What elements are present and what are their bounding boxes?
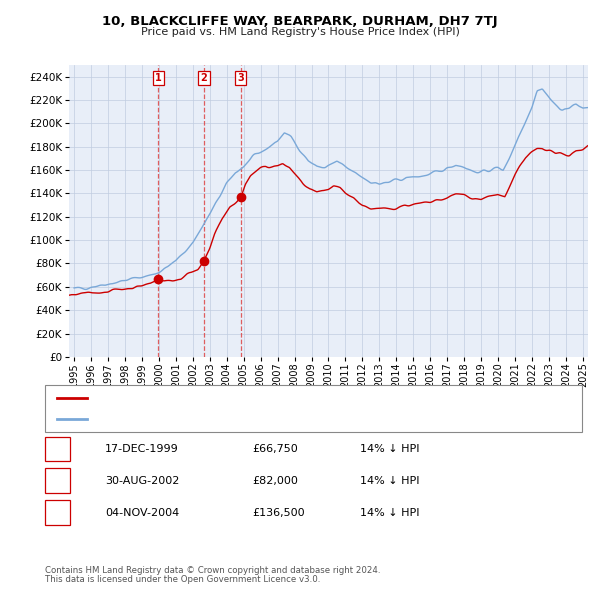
Text: 04-NOV-2004: 04-NOV-2004 [105,508,179,517]
Text: 30-AUG-2002: 30-AUG-2002 [105,476,179,486]
Text: 14% ↓ HPI: 14% ↓ HPI [360,444,419,454]
Text: 14% ↓ HPI: 14% ↓ HPI [360,476,419,486]
Text: Contains HM Land Registry data © Crown copyright and database right 2024.: Contains HM Land Registry data © Crown c… [45,566,380,575]
Text: 2: 2 [53,474,62,487]
Text: 10, BLACKCLIFFE WAY, BEARPARK, DURHAM, DH7 7TJ: 10, BLACKCLIFFE WAY, BEARPARK, DURHAM, D… [102,15,498,28]
Text: 3: 3 [53,506,62,519]
Text: This data is licensed under the Open Government Licence v3.0.: This data is licensed under the Open Gov… [45,575,320,584]
Text: £136,500: £136,500 [252,508,305,517]
Text: £66,750: £66,750 [252,444,298,454]
Text: £82,000: £82,000 [252,476,298,486]
Text: 1: 1 [155,73,161,83]
Text: 17-DEC-1999: 17-DEC-1999 [105,444,179,454]
Text: 2: 2 [200,73,208,83]
Text: Price paid vs. HM Land Registry's House Price Index (HPI): Price paid vs. HM Land Registry's House … [140,27,460,37]
Text: 14% ↓ HPI: 14% ↓ HPI [360,508,419,517]
Text: HPI: Average price, detached house, County Durham: HPI: Average price, detached house, Coun… [90,414,365,424]
Text: 3: 3 [238,73,244,83]
Text: 1: 1 [53,442,62,455]
Text: 10, BLACKCLIFFE WAY, BEARPARK, DURHAM, DH7 7TJ (detached house): 10, BLACKCLIFFE WAY, BEARPARK, DURHAM, D… [90,393,460,403]
